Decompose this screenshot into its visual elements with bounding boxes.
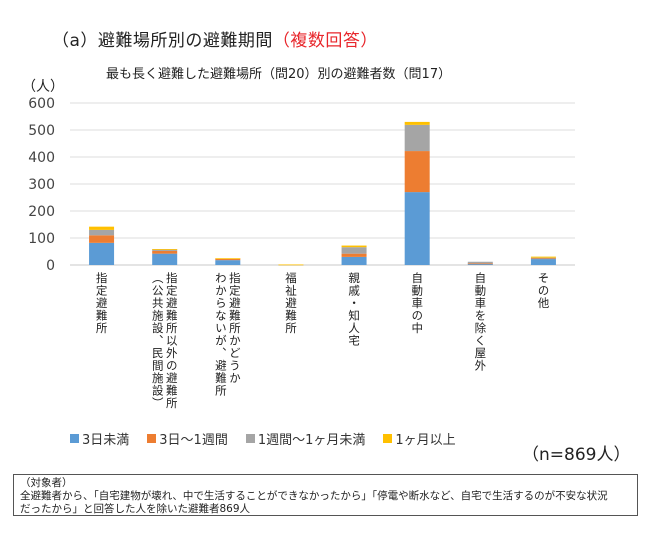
note-line-2: だったから」と回答した人を除いた避難者869人 [20, 503, 251, 515]
bar-segment [404, 151, 430, 193]
legend-swatch [383, 434, 393, 443]
bar-segment [530, 259, 556, 265]
bar-segment [215, 258, 241, 260]
bar-segment [152, 249, 178, 251]
sample-size: （n=869人） [522, 445, 631, 465]
legend-item: 3日～1週間 [147, 429, 228, 448]
bar-segment [530, 256, 556, 258]
y-axis-unit: （人） [22, 79, 64, 95]
note-box: （対象者） 全避難者から、「自宅建物が壊れ、中で生活することができなかったから」… [13, 474, 638, 516]
x-tick-label-line: （公共施設、民間施設） [150, 272, 165, 410]
bar-segment [89, 226, 115, 230]
heading-highlight: （複数回答） [272, 31, 378, 51]
y-tick-label: 0 [46, 258, 55, 274]
legend-label: 1週間～1ヶ月未満 [257, 433, 366, 448]
bar-segment [341, 245, 367, 248]
bar-segment [152, 249, 178, 250]
bar-segment [467, 263, 493, 265]
bar-segment [404, 124, 430, 152]
x-tick-label-line: 福祉避難所 [283, 272, 298, 335]
x-tick-label: 福祉避難所 [284, 272, 298, 335]
bar-segment [152, 253, 178, 265]
legend-swatch [245, 434, 255, 443]
y-tick-label: 600 [28, 96, 55, 112]
legend-swatch [147, 434, 157, 443]
x-tick-label: その他 [536, 272, 550, 310]
legend-label: 3日未満 [82, 433, 130, 448]
x-tick-label-line: 指定避難所かどうか [227, 272, 242, 385]
legend-swatch [70, 434, 79, 443]
heading-text: （a）避難場所別の避難期間 [52, 31, 273, 51]
bar-segment [89, 229, 115, 236]
bar-segment [404, 121, 430, 125]
x-tick-label-line: 指定避難所以外の避難所 [164, 272, 179, 410]
legend-label: 1ヶ月以上 [395, 433, 456, 448]
x-tick-label: 自動車の中 [410, 272, 424, 335]
y-tick-label: 300 [28, 177, 55, 193]
bar-segment [530, 258, 556, 260]
bar-segment [341, 256, 367, 265]
x-tick-label-line: 親戚・知人宅 [347, 272, 362, 347]
y-tick-label: 100 [28, 231, 55, 247]
bars [89, 121, 556, 266]
bar-segment [278, 264, 304, 266]
bar-segment [467, 261, 493, 264]
note-line-1: 全避難者から、「自宅建物が壊れ、中で生活することができなかったから」「停電や断水… [20, 490, 608, 502]
bar-segment [215, 260, 241, 265]
x-tick-label-line: その他 [536, 272, 551, 310]
x-tick-label: 自動車を除く屋外 [473, 272, 487, 372]
y-tick-labels: 0 100 200 300 400 500 600 [28, 96, 55, 274]
x-tick-label-line: 自動車を除く屋外 [473, 272, 488, 372]
bar-segment [467, 263, 493, 265]
x-tick-label-line: 指定避難所 [94, 272, 109, 335]
legend-item: 3日未満 [70, 429, 129, 448]
y-tick-label: 400 [28, 150, 55, 166]
x-tick-label-line: わからないが、避難所 [213, 272, 228, 397]
legend: 3日未満 3日～1週間 1週間～1ヶ月未満 1ヶ月以上 [70, 429, 456, 448]
bar-segment [215, 258, 241, 261]
bar-segment [404, 192, 430, 265]
bar-segment [341, 253, 367, 257]
note-title: （対象者） [20, 477, 73, 489]
grid-lines [70, 102, 575, 266]
x-tick-label-line: 自動車の中 [410, 272, 425, 335]
bar-segment [530, 257, 556, 259]
chart-title: 最も長く避難した避難場所（問20）別の避難者数（問17） [106, 67, 452, 82]
x-tick-label: 指定避難所以外の避難所 （公共施設、民間施設） [151, 272, 179, 410]
bar-segment [89, 242, 115, 265]
bar-segment [341, 247, 367, 254]
x-tick-label: 指定避難所 [95, 272, 109, 335]
y-tick-label: 500 [28, 123, 55, 139]
bar-segment [89, 235, 115, 243]
legend-item: 1週間～1ヶ月未満 [245, 429, 366, 448]
x-tick-label: 親戚・知人宅 [347, 272, 361, 347]
legend-item: 1ヶ月以上 [383, 429, 456, 448]
x-tick-label: 指定避難所かどうか わからないが、避難所 [214, 272, 242, 397]
bar-segment [152, 250, 178, 254]
legend-label: 3日～1週間 [159, 433, 228, 448]
section-heading: （a）避難場所別の避難期間（複数回答） [52, 26, 378, 51]
y-tick-label: 200 [28, 204, 55, 220]
